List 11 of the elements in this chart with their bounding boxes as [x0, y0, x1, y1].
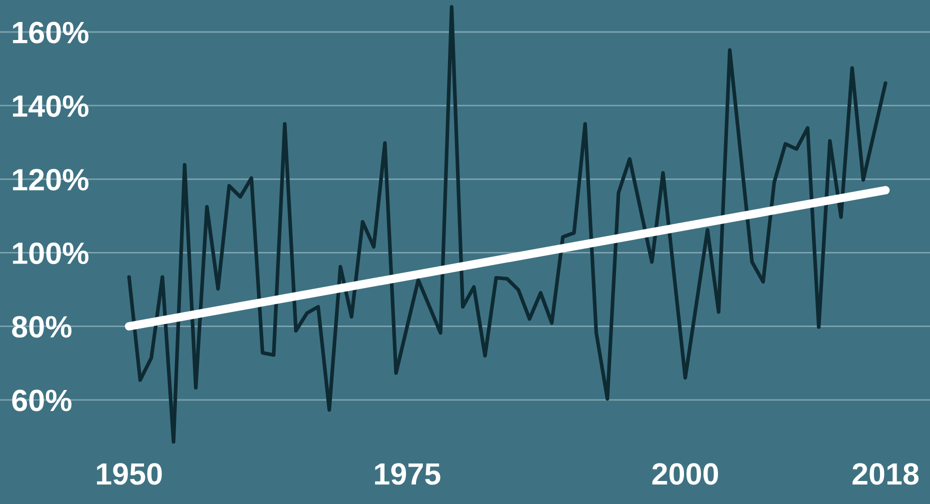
line-series [127, 5, 888, 444]
y-tick-label: 100% [13, 242, 88, 264]
y-tick-label: 60% [12, 390, 72, 412]
x-tick-label: 2000 [652, 463, 718, 485]
x-tick-label: 2018 [852, 463, 919, 485]
x-tick-label: 1975 [375, 463, 440, 485]
y-tick-label: 140% [13, 95, 88, 117]
x-tick-label: 1950 [96, 463, 162, 485]
y-tick-label: 160% [13, 22, 88, 44]
y-tick-label: 120% [13, 168, 88, 191]
y-tick-label: 80% [12, 316, 72, 338]
